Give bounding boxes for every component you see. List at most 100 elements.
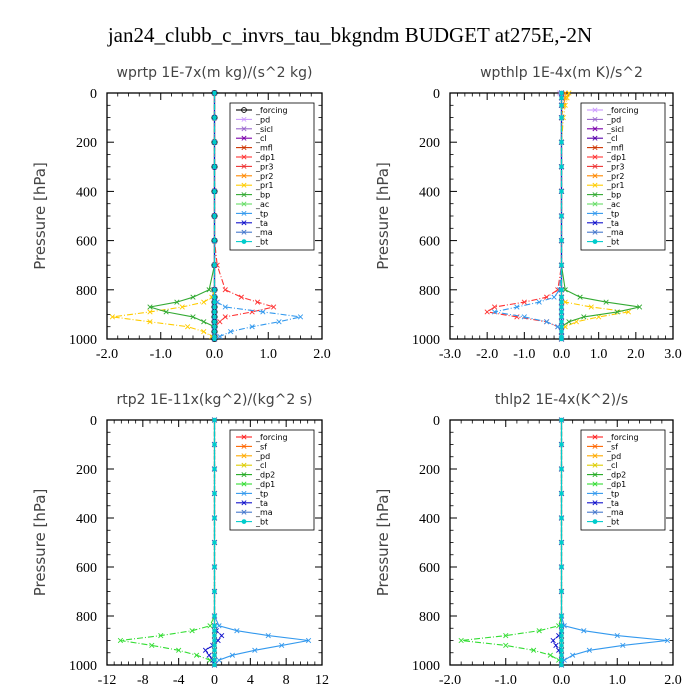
legend-marker [241,490,247,496]
data-point [664,637,671,644]
legend-label: _ma [606,228,624,237]
data-point [212,329,217,334]
y-tick-label: 0 [433,87,440,102]
data-point [562,95,568,101]
data-point [212,164,217,169]
data-point [234,628,240,634]
legend-label: _bt [255,518,268,527]
data-point [614,632,620,639]
data-point [212,417,217,423]
data-point [212,442,217,447]
data-point [559,628,564,633]
series-line [461,420,563,666]
data-point [521,314,527,320]
x-tick-label: -4 [173,673,185,688]
data-point [559,90,564,96]
data-point [212,653,217,658]
data-point [559,417,564,423]
data-point [559,491,564,496]
data-point [147,309,153,315]
data-point [547,652,553,658]
data-point [229,652,236,658]
y-axis-label: Pressure [hPa] [31,489,49,597]
legend-label: _cl [255,461,267,470]
y-tick-label: 600 [76,561,97,576]
legend-label: _cl [255,134,267,143]
y-tick-label: 200 [76,463,97,478]
legend-marker [241,500,247,506]
legend-marker [592,173,598,179]
data-point [566,90,572,96]
data-point [193,652,200,658]
legend-label: _tp [255,209,268,218]
legend-label: _pd [606,452,621,461]
data-point [179,304,185,310]
data-point [559,653,564,658]
legend-marker [592,126,598,132]
legend-marker [592,145,598,151]
legend-label: _forcing [255,106,288,115]
y-tick-label: 0 [433,414,440,429]
data-point [212,140,217,145]
data-point [176,647,182,653]
data-point [212,648,217,653]
legend-marker [592,481,598,487]
x-tick-label: 3.0 [664,347,682,362]
data-point [212,314,217,320]
x-tick-label: 1.0 [260,347,278,362]
legend-label: _ta [255,499,268,508]
legend-label: _pd [255,452,270,461]
data-point [559,304,564,310]
data-point [212,294,217,300]
figure-title: jan24_clubb_c_invrs_tau_bkgndm BUDGET at… [107,23,592,47]
data-point [212,633,217,638]
data-point [625,309,632,315]
data-point [305,637,312,644]
data-point [212,336,217,342]
x-tick-label: 0.0 [553,347,571,362]
y-tick-label: 400 [76,512,97,527]
data-point [158,632,164,639]
data-point [189,628,195,634]
data-point [222,304,228,310]
legend-label: _pr1 [606,181,624,190]
legend-label: _pr2 [606,172,624,181]
legend-marker [241,220,247,226]
data-point [212,238,217,243]
data-point [212,540,217,545]
x-tick-label: 8 [283,673,290,688]
legend-marker [241,182,247,188]
data-point [212,628,217,633]
legend-label: _pr1 [255,181,273,190]
y-tick-label: 600 [419,235,440,250]
legend-label: _pr2 [255,172,273,181]
legend-label: _tp [255,489,268,498]
legend-marker [241,509,247,515]
legend-label: _dp2 [606,471,626,480]
panel-title: wpthlp 1E-4x(m K)/s^2 [480,65,643,81]
panel-title: rtp2 1E-11x(kg^2)/(kg^2 s) [117,392,313,408]
legend-label: _bp [606,191,621,200]
data-point [559,238,564,243]
y-axis-label: Pressure [hPa] [31,162,49,270]
data-point [212,662,217,668]
y-tick-label: 200 [76,136,97,151]
data-point [503,642,509,649]
legend-marker [241,192,247,198]
data-point [163,309,169,315]
legend-label: _cl [606,134,618,143]
legend-label: _tp [606,209,619,218]
data-point [491,309,498,315]
legend-marker [241,519,247,524]
data-point [559,164,564,169]
data-point [206,287,212,293]
data-point [217,333,223,340]
data-point [212,564,217,570]
data-point [553,642,559,649]
data-point [212,189,217,194]
data-point [521,299,527,305]
data-point [559,589,564,594]
legend-marker [241,116,247,122]
data-point [212,589,217,594]
